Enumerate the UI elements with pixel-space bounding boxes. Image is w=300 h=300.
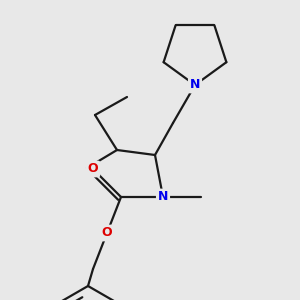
- Text: N: N: [158, 190, 168, 203]
- Text: O: O: [102, 226, 112, 239]
- Text: O: O: [88, 163, 98, 176]
- Text: N: N: [190, 79, 200, 92]
